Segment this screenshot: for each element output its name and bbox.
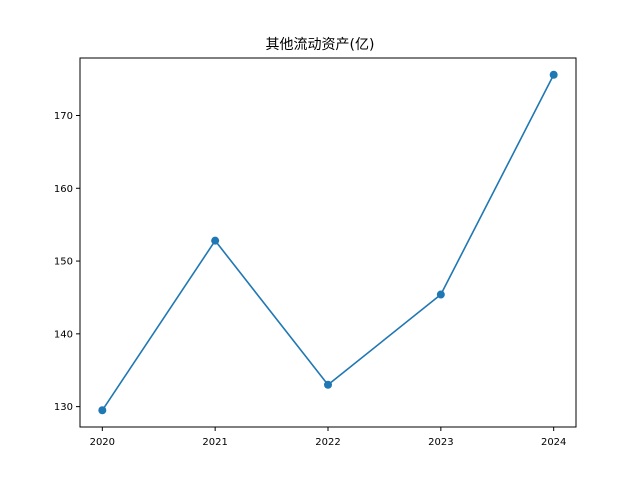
data-point	[549, 70, 558, 79]
chart-title: 其他流动资产(亿)	[266, 37, 375, 53]
plot-frame	[79, 57, 577, 428]
x-tick-label: 2021	[202, 437, 227, 448]
y-tick-label: 160	[54, 184, 73, 195]
data-point	[211, 236, 220, 245]
y-tick-label: 150	[54, 257, 73, 268]
x-tick-label: 2022	[315, 437, 340, 448]
x-tick-label: 2023	[428, 437, 453, 448]
series-line	[101, 74, 555, 411]
x-tick-label: 2020	[90, 437, 115, 448]
x-tick-label: 2024	[541, 437, 566, 448]
series-group	[98, 70, 558, 415]
data-point	[436, 290, 445, 299]
data-point	[324, 380, 332, 389]
x-axis: 2020 2021 2022 2023 2024	[90, 427, 566, 448]
y-tick-label: 140	[54, 329, 73, 340]
y-tick-label: 130	[54, 402, 73, 413]
y-tick-label: 170	[54, 111, 73, 122]
y-axis: 130 140 150 160 170	[54, 111, 80, 413]
data-point	[98, 406, 107, 415]
